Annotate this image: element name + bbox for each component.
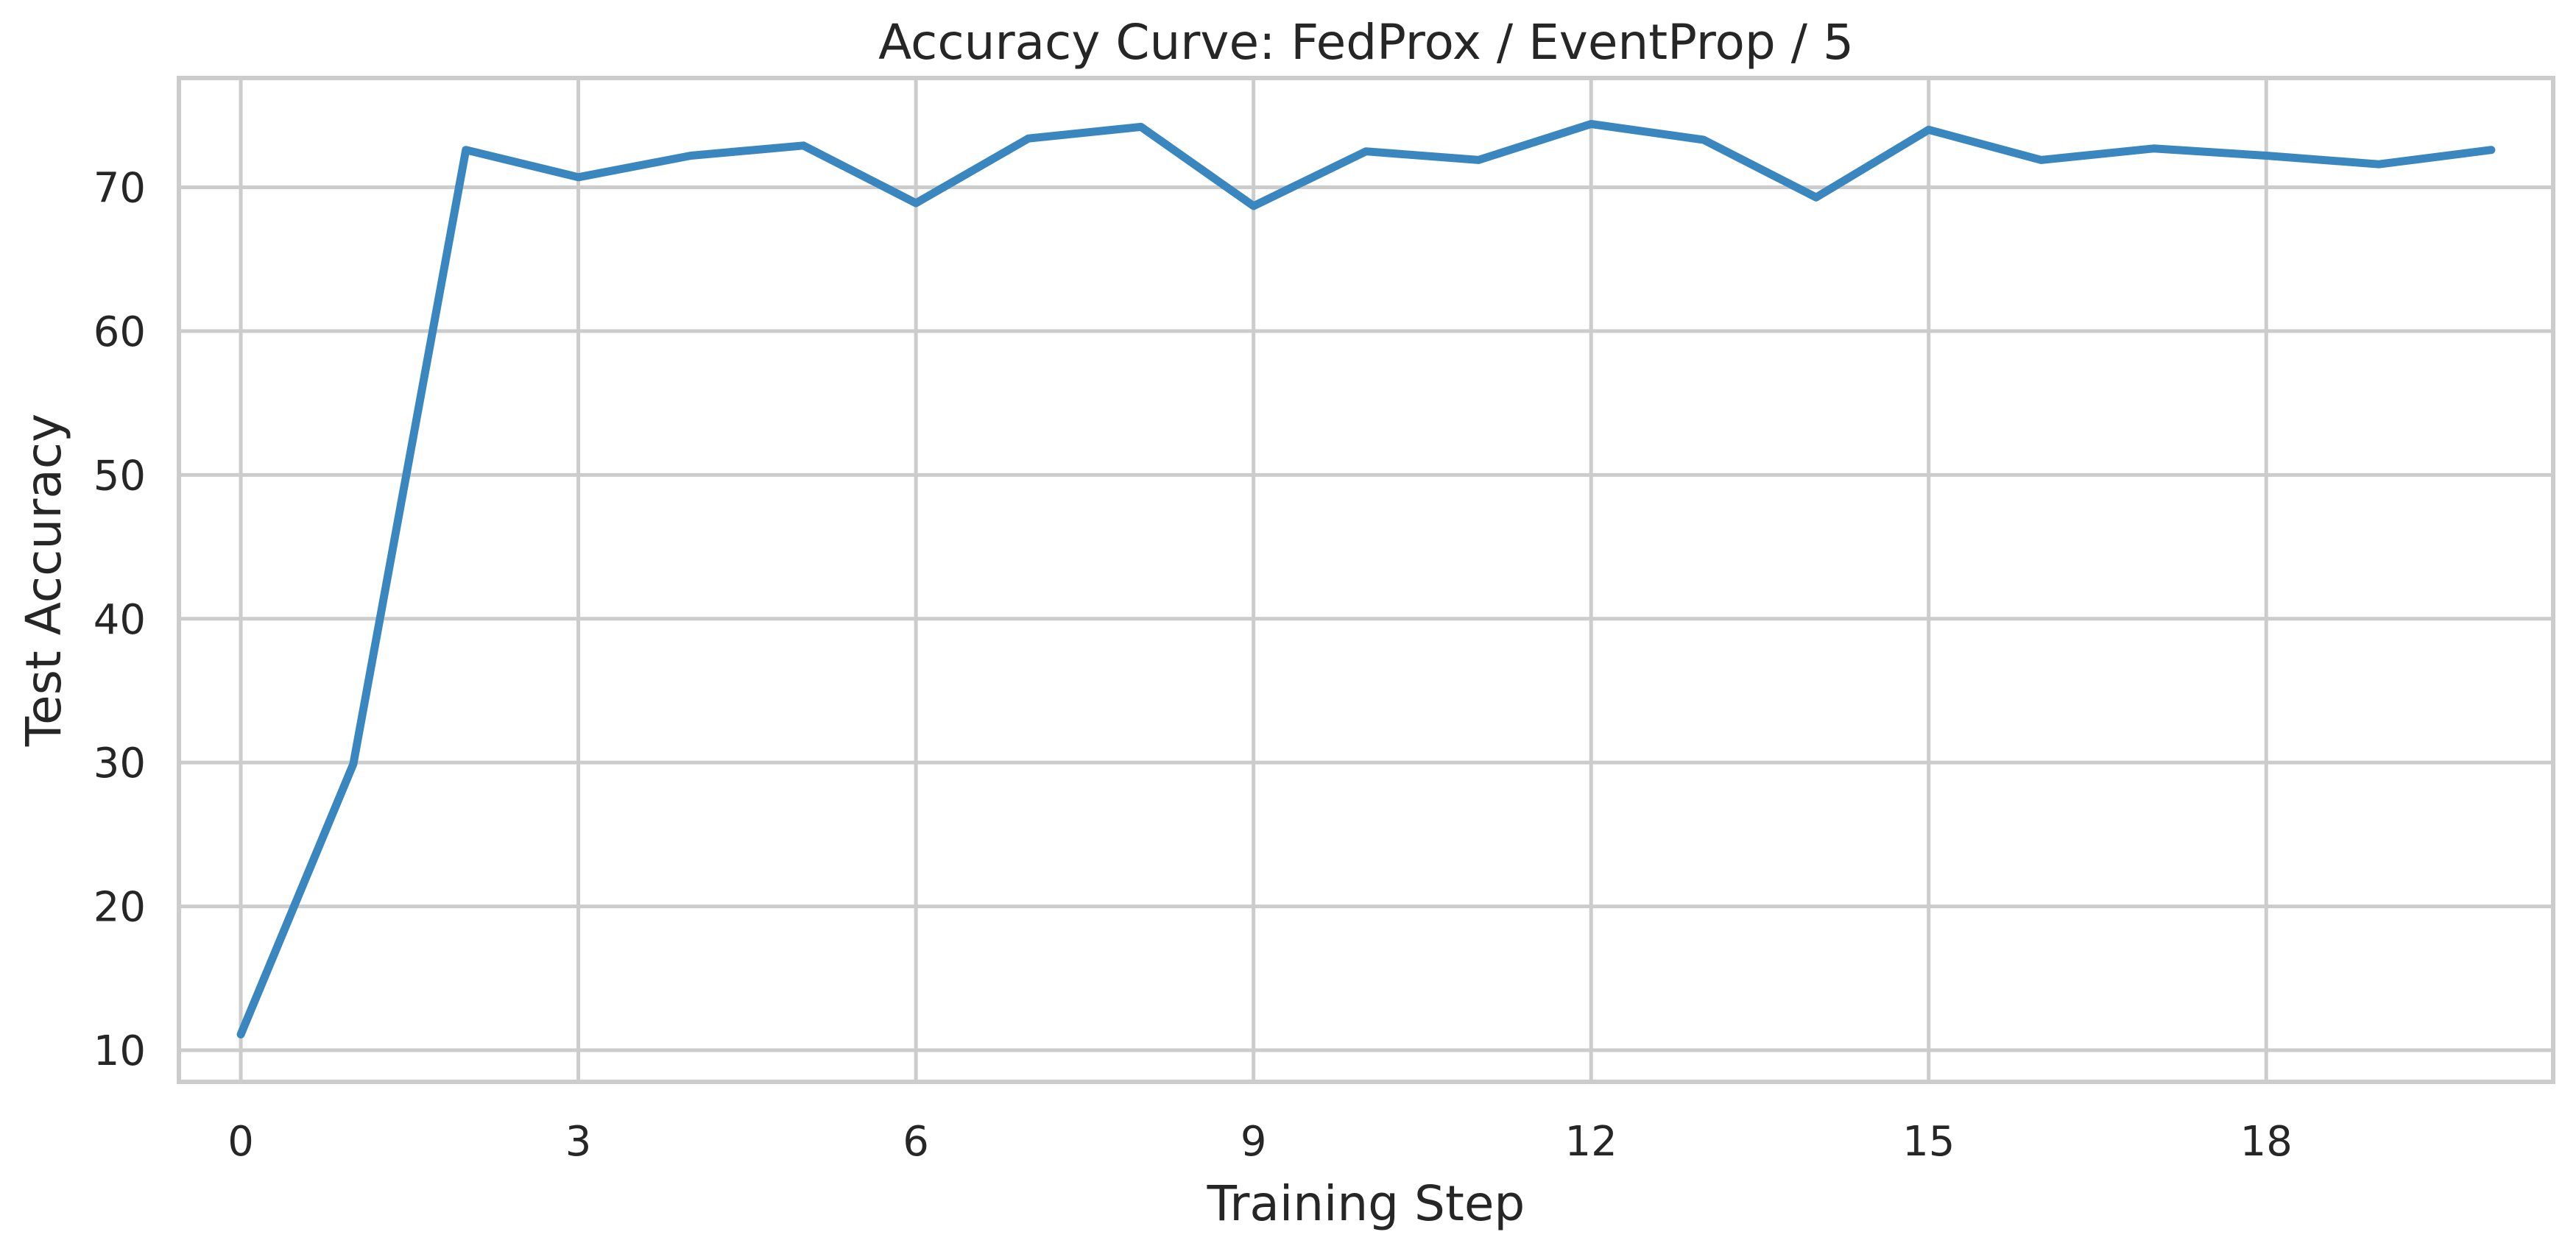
x-tick-label: 9 [1241,1118,1267,1166]
x-tick-labels: 0 3 6 9 12 15 18 [227,1118,2293,1166]
series-layer [236,120,2496,1038]
x-tick-label: 0 [227,1118,254,1166]
y-tick-labels: 10 20 30 40 50 60 70 [93,165,146,1075]
x-tick-label: 12 [1565,1118,1617,1166]
chart-title: Accuracy Curve: FedProx / EventProp / 5 [878,14,1854,71]
plot-frame [177,76,2555,1084]
y-tick-label: 40 [93,596,146,644]
y-tick-label: 30 [93,740,146,787]
x-tick-label: 18 [2240,1118,2293,1166]
x-axis-title: Training Step [1207,1175,1525,1232]
y-tick-label: 70 [93,165,146,213]
y-tick-label: 20 [93,884,146,932]
y-tick-label: 10 [93,1027,146,1075]
y-tick-label: 60 [93,308,146,356]
y-axis-title: Test Accuracy [15,414,72,747]
grid-layer [179,78,2553,1082]
y-tick-label: 50 [93,452,146,500]
series-line [236,120,2496,1038]
x-tick-label: 3 [565,1118,592,1166]
x-tick-label: 6 [903,1118,929,1166]
x-tick-label: 15 [1902,1118,1955,1166]
